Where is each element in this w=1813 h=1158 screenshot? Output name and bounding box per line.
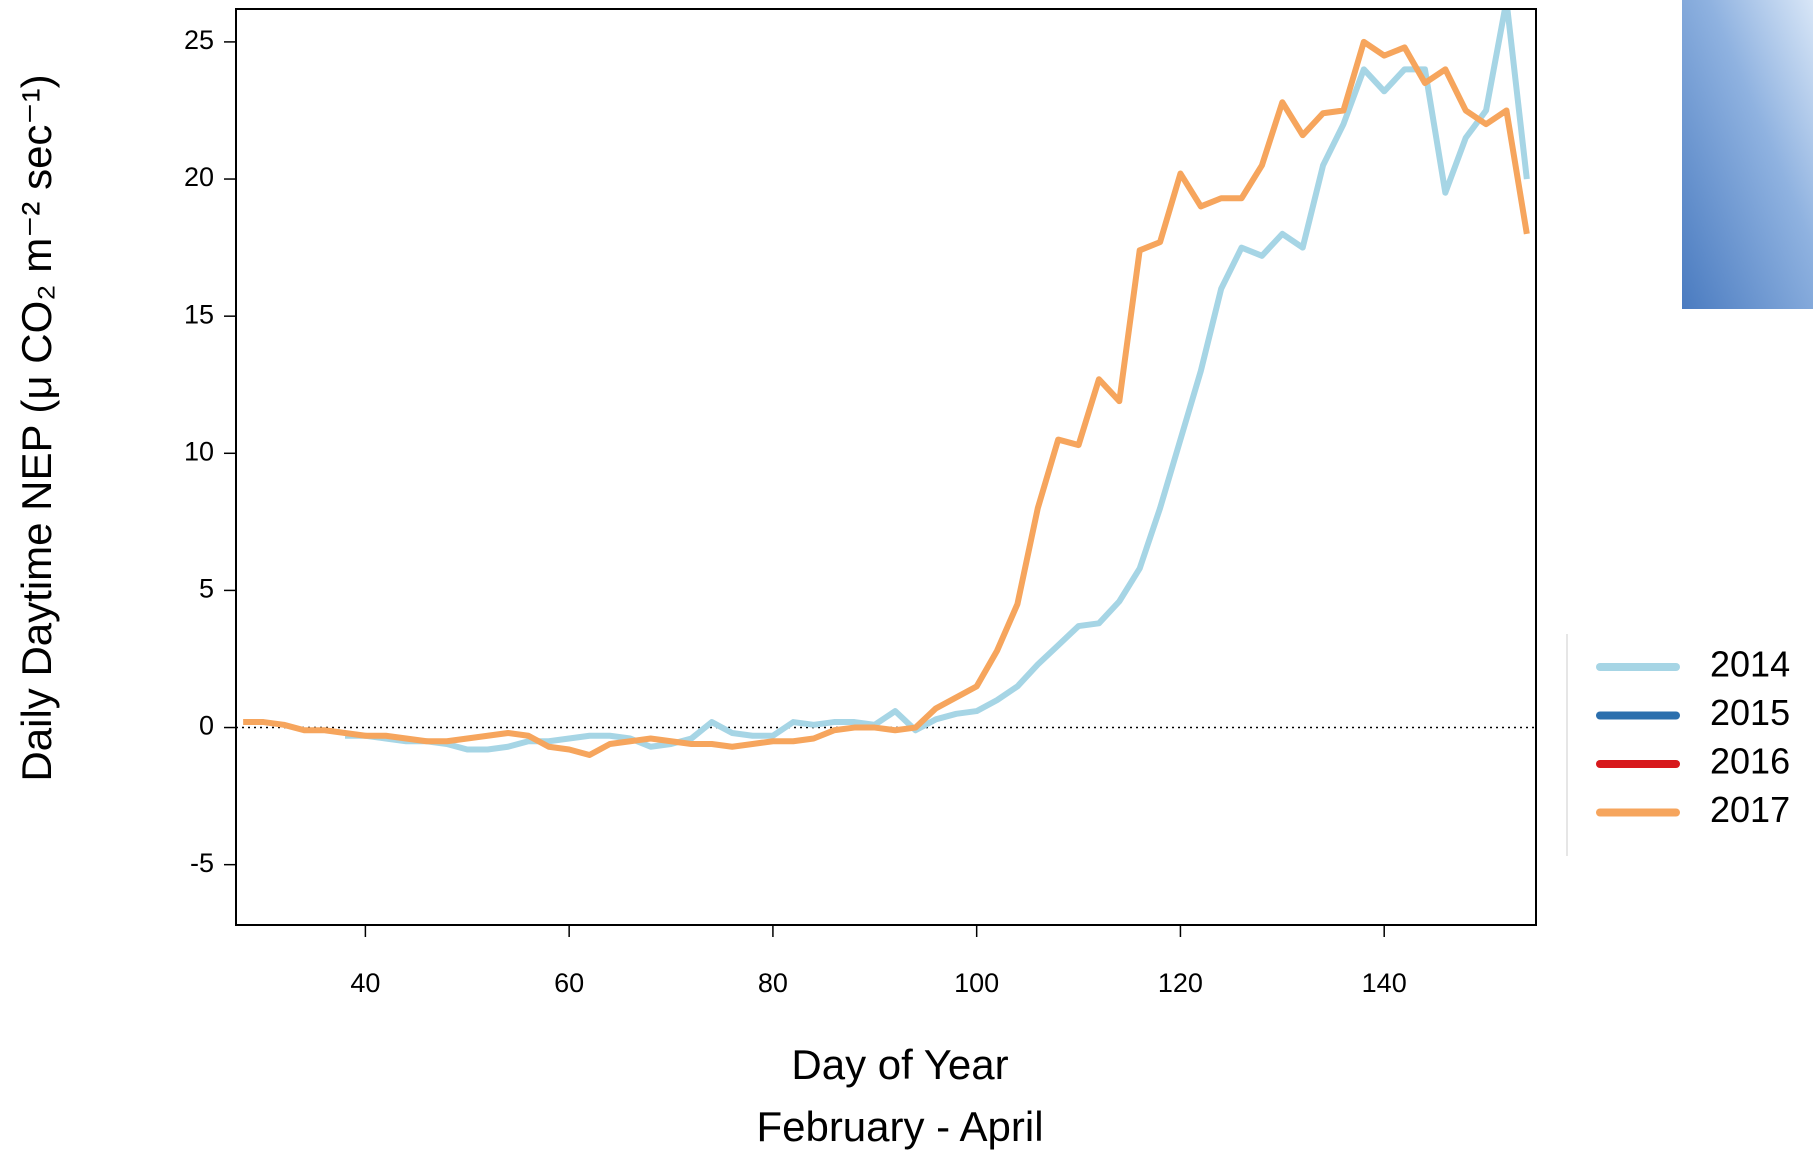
y-tick-label: 0 — [199, 711, 214, 741]
y-tick-label: -5 — [190, 848, 214, 878]
legend-label: 2014 — [1710, 644, 1790, 685]
x-tick-label: 40 — [350, 968, 380, 998]
x-axis-sublabel: February - April — [756, 1103, 1043, 1150]
series-line — [243, 38, 1530, 758]
legend-label: 2015 — [1710, 692, 1790, 733]
x-tick-label: 100 — [954, 968, 999, 998]
x-tick-label: 120 — [1158, 968, 1203, 998]
x-tick-label: 80 — [758, 968, 788, 998]
y-tick-label: 10 — [184, 436, 214, 466]
legend-label: 2016 — [1710, 741, 1790, 782]
y-tick-label: 20 — [184, 162, 214, 192]
sky-photo — [1682, 0, 1813, 309]
plot-lines — [243, 9, 1530, 758]
x-tick-label: 60 — [554, 968, 584, 998]
y-tick-label: 5 — [199, 574, 214, 604]
y-tick-label: 15 — [184, 299, 214, 329]
x-tick-label: 140 — [1362, 968, 1407, 998]
y-tick-label: 25 — [184, 25, 214, 55]
plot-frame — [235, 8, 1537, 926]
series-line — [345, 9, 1530, 753]
y-axis-label: Daily Daytime NEP (μ CO₂ m⁻² sec⁻¹) — [13, 74, 60, 781]
x-axis-label: Day of Year — [791, 1041, 1008, 1088]
legend-label: 2017 — [1710, 789, 1790, 830]
